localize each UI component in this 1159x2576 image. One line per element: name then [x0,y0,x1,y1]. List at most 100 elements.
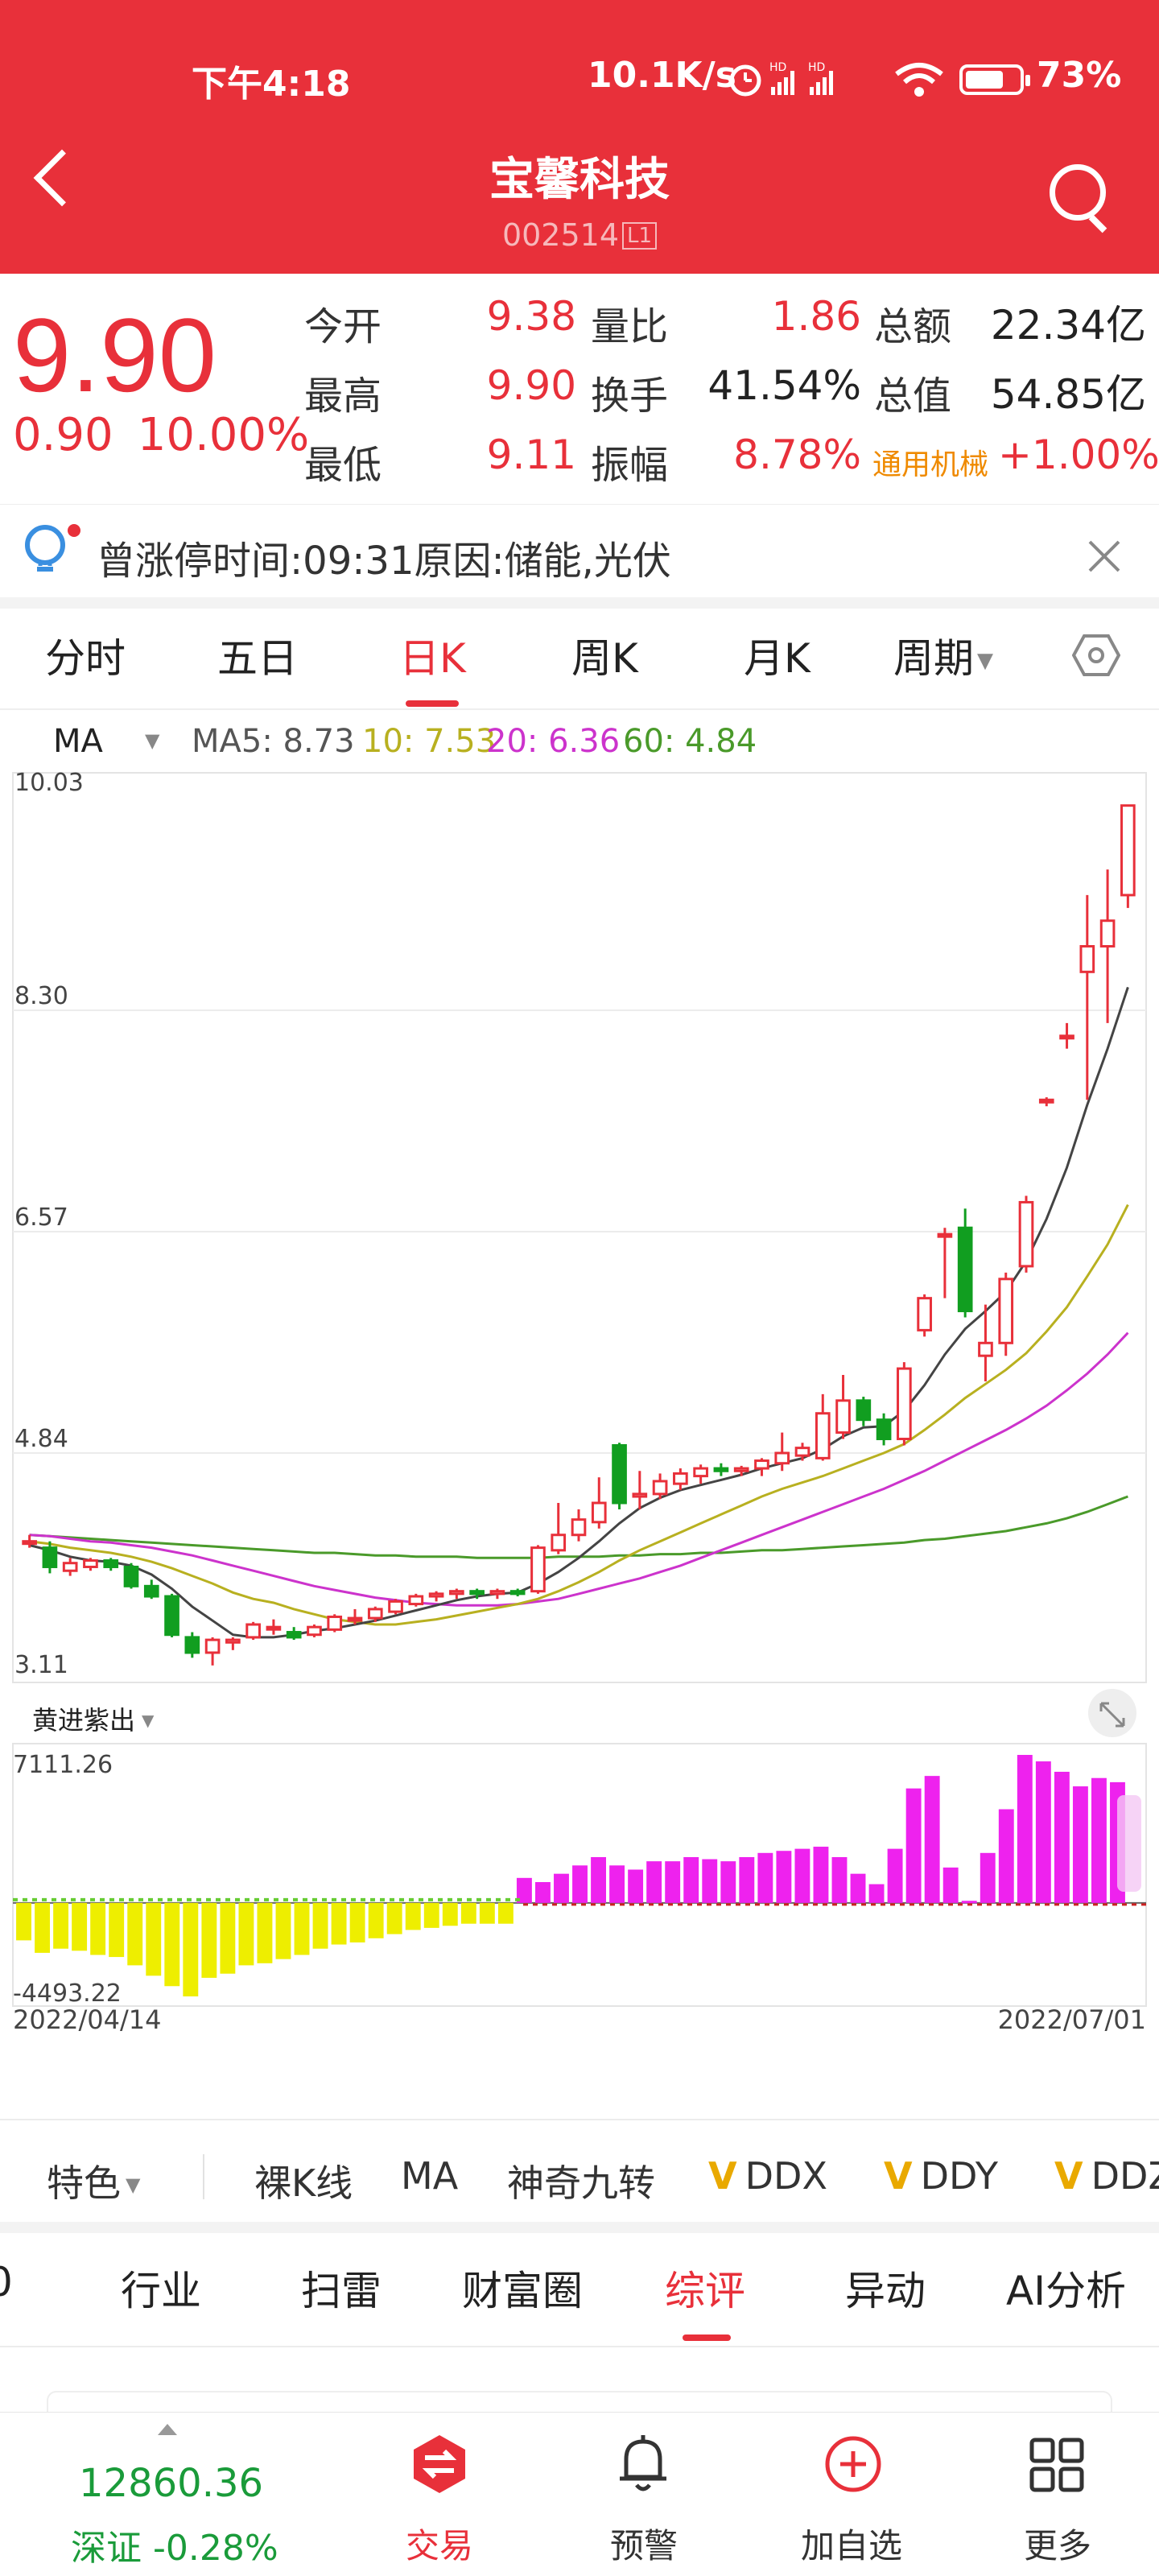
nav-alert[interactable]: 预警 [609,2526,678,2566]
tool-ddx[interactable]: V DDX [708,2154,827,2198]
close-icon[interactable] [1085,537,1124,576]
tab-intraday[interactable]: 分时 [45,635,126,682]
candle [876,1413,892,1446]
candle [184,1632,200,1658]
tab-five-day[interactable]: 五日 [217,635,298,682]
indicator-bar [16,1902,31,1941]
indicator-bar [386,1902,402,1934]
indicator-bar [497,1902,514,1924]
settings-hex-icon[interactable] [1072,633,1120,678]
candle [612,1443,627,1509]
nav-add-watch[interactable]: 加自选 [800,2526,902,2566]
grid-icon[interactable] [1029,2437,1085,2493]
indicator-bar [35,1902,50,1953]
exchange-icon[interactable] [409,2434,470,2495]
candle [815,1393,831,1461]
indicator-bar [127,1902,143,1966]
hd-label-1: HD [769,61,786,74]
tool-nine-turn[interactable]: 神奇九转 [507,2161,655,2205]
subtab-risk-scan[interactable]: 扫雷 [301,2268,382,2314]
tool-separator [203,2154,204,2199]
candle [571,1509,587,1542]
header: 下午4:18 10.1K/s HD HD 73% 宝馨科技 002514 L1 [0,0,1159,274]
candle [83,1558,98,1571]
subtab-wealth-circle[interactable]: 财富圈 [462,2268,583,2314]
subtab-partial[interactable]: 0 [0,2259,13,2306]
candle [347,1608,363,1625]
chevron-down-icon: ▼ [126,2174,141,2196]
ma5-line [29,986,1129,1639]
tab-period[interactable]: 周期 ▼ [893,626,993,684]
candle [774,1432,790,1472]
tab-daily-k[interactable]: 日K [399,635,466,682]
index-name[interactable]: 深证 -0.28% [71,2528,278,2569]
tab-monthly-k[interactable]: 月K [744,635,810,682]
indicator-name[interactable]: 黄进紫出 ▼ [32,1700,154,1737]
indicator-bar [349,1902,365,1942]
indicator-dropdown-icon: ▼ [142,1711,155,1730]
tab-weekly-k[interactable]: 周K [571,635,638,682]
x-end-label: 2022/07/01 [998,2004,1146,2035]
kline-chart[interactable]: 10.03 8.30 6.57 4.84 3.11 7111.26 -4493.22 20… [0,708,1159,2109]
candle [1038,1097,1054,1107]
ma-selector[interactable]: MA [53,723,103,760]
industry-name[interactable]: 通用机械 [872,448,989,481]
indicator-bar [312,1902,328,1949]
stock-code-text: 002514 [501,217,620,253]
indicator-bar [201,1902,217,1978]
tool-ma[interactable]: MA [401,2154,459,2198]
candle [1018,1195,1034,1273]
bulb-icon [25,525,65,572]
search-icon[interactable] [1050,164,1106,221]
hd-label-2: HD [808,61,825,74]
subtab-anomaly[interactable]: 异动 [845,2268,926,2314]
plus-circle-icon[interactable] [823,2434,884,2495]
v-badge: V [708,2154,737,2198]
indicator-bar [887,1848,903,1903]
candle [794,1443,810,1461]
y-tick-label: 10.03 [14,769,84,797]
candle [1099,869,1116,1023]
expand-up-icon[interactable] [158,2424,177,2435]
value-market-cap: 54.85亿 [990,371,1146,418]
subtab-overall-review[interactable]: 综评 [665,2268,745,2314]
divider [0,2346,1159,2347]
label-amplitude: 振幅 [591,443,669,488]
divider [0,708,1159,710]
label-volume-ratio: 量比 [591,304,669,349]
candle [530,1545,546,1594]
tool-ddy[interactable]: V DDY [884,2154,998,2198]
level-badge: L1 [622,222,658,250]
index-value[interactable]: 12860.36 [79,2461,264,2506]
tool-ddz[interactable]: VDDZ [1054,2154,1159,2198]
subtab-industry[interactable]: 行业 [121,2268,201,2314]
limit-up-notice[interactable]: 曾涨停时间:09:31原因:储能,光伏 [0,504,1159,597]
indicator-bar [294,1902,310,1955]
indicator-bar [257,1902,273,1963]
tool-special[interactable]: 特色 ▼ [47,2154,140,2207]
candle [245,1621,261,1641]
ma-dropdown-icon[interactable]: ▼ [145,729,160,752]
tool-naked-k[interactable]: 裸K线 [254,2161,353,2205]
value-amplitude: 8.78% [733,431,861,478]
candle [164,1593,179,1637]
indicator-bar [1072,1786,1088,1903]
bell-icon[interactable] [615,2434,671,2495]
nav-more[interactable]: 更多 [1023,2526,1091,2566]
candle [754,1458,769,1476]
candle [22,1534,37,1548]
candle [591,1477,607,1529]
indicator-bar [739,1856,755,1903]
candle [103,1558,119,1571]
indicator-bar [331,1902,347,1945]
label-market-cap: 总值 [874,374,952,419]
v-badge: V [884,2154,913,2198]
candle [897,1362,912,1446]
indicator-bar [1054,1771,1070,1903]
subtab-ai-analysis[interactable]: AI分析 [1006,2268,1126,2314]
v-badge: V [1054,2154,1083,2198]
ma20-value: 20: 6.36 [486,723,621,760]
nav-trade[interactable]: 交易 [405,2526,473,2566]
ma10-value: 10: 7.53 [362,723,497,760]
x-start-label: 2022/04/14 [13,2004,161,2035]
